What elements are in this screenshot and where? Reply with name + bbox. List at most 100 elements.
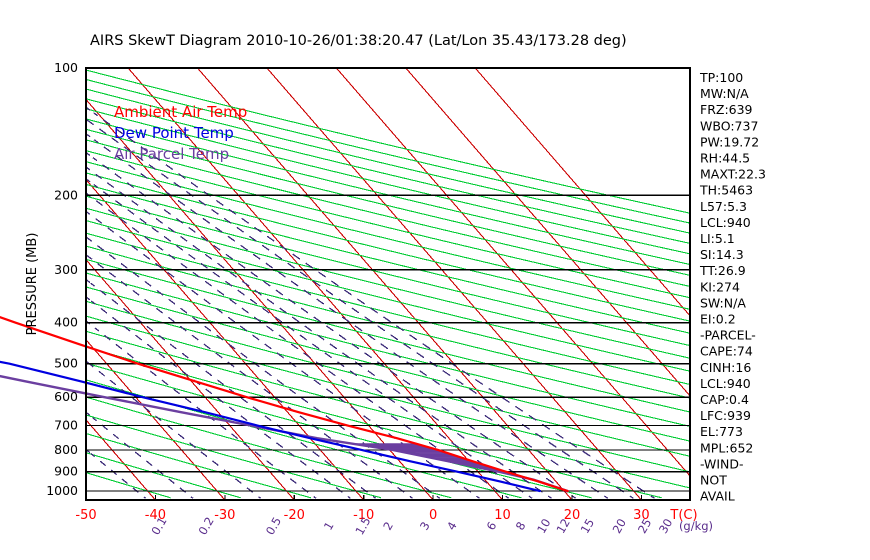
dry-adiabat-line [401,219,428,227]
mixing-ratio-line [134,399,147,410]
dry-adiabat-line [189,105,215,113]
dry-adiabat-line [127,257,152,265]
dry-adiabat-line [658,257,688,265]
dry-adiabat-line [519,225,548,233]
index-readout-20: CAP:0.4 [700,392,749,407]
mixing-ratio-line [90,282,103,293]
dry-adiabat-line [346,301,372,309]
dry-adiabat-line [678,250,691,255]
mixing-ratio-line [331,309,346,320]
dry-adiabat-line [422,282,450,290]
mixing-ratio-line [158,246,172,257]
dry-adiabat-line [194,377,219,385]
mixing-ratio-line [219,399,232,410]
dry-adiabat-line [247,276,273,284]
mixing-ratio-line [453,479,468,490]
dry-adiabat-line [85,258,103,265]
dry-adiabat-line [407,231,435,240]
dry-adiabat-line [507,244,536,252]
dry-adiabat-line [170,206,196,214]
mixing-ratio-line [230,345,244,356]
mixing-ratio-line [315,282,330,293]
dry-adiabat-line [432,440,458,448]
dry-adiabat-line [93,288,117,297]
dry-adiabat-line [239,118,266,126]
mixing-ratio-line [256,452,270,463]
dry-adiabat-line [532,187,561,195]
mixing-ratio-line [215,246,230,257]
dry-adiabat-line [139,301,163,309]
mixing-ratio-line [121,237,135,248]
isotherm-line [127,67,503,501]
dry-adiabat-line [499,339,527,347]
dry-adiabat-line [313,155,341,164]
dry-adiabat-line [448,288,476,297]
dry-adiabat-line [628,294,657,303]
mixing-ratio-line [255,255,270,266]
mixing-ratio-line [465,372,480,383]
mixing-ratio-line [256,318,270,329]
mixing-ratio-line [154,228,168,239]
dry-adiabat-line [560,440,587,448]
mixing-ratio-line [414,479,428,490]
dry-adiabat-line [456,200,484,208]
mixing-ratio-line [290,452,303,463]
dry-adiabat-line [136,377,160,385]
mixing-ratio-line [118,130,132,141]
mixing-ratio-line [237,479,250,490]
isotherm-line [405,67,691,397]
mixing-ratio-line [306,291,320,302]
dry-adiabat-line [132,130,158,139]
mixing-ratio-line [158,291,172,302]
mixing-ratio-line [367,354,381,365]
dry-adiabat-line [223,244,249,252]
mixing-ratio-axis-label: (g/kg) [679,519,713,533]
mixing-ratio-line [122,219,136,230]
dry-adiabat-line [173,219,199,227]
dry-adiabat-line [85,195,103,202]
dry-adiabat-line [239,440,263,448]
dry-adiabat-line [357,490,382,499]
mixing-ratio-line [265,282,280,293]
mixing-ratio-line [498,408,513,419]
dry-adiabat-line [102,92,127,101]
mixing-ratio-line [435,381,450,392]
dry-adiabat-line [287,370,312,379]
dry-adiabat-line [108,124,133,132]
dry-adiabat-line [246,238,272,246]
dry-adiabat-line [407,434,433,442]
dry-adiabat-line [367,200,395,208]
dry-adiabat-line [162,307,186,316]
index-readout-4: PW:19.72 [700,134,759,149]
mixing-ratio-line [170,228,184,239]
dry-adiabat-line [147,332,171,341]
dry-adiabat-line [288,149,315,158]
dry-adiabat-line [171,282,196,290]
dry-adiabat-line [287,490,312,499]
mixing-ratio-line [567,470,582,481]
mixing-ratio-line [328,390,342,401]
dry-adiabat-line [272,155,299,164]
dry-adiabat-line [361,231,388,240]
dry-adiabat-line [600,212,630,221]
mixing-ratio-line [172,345,185,356]
dry-adiabat-line [252,111,280,120]
dry-adiabat-line [266,307,292,316]
mixing-ratio-line [314,470,327,481]
dry-adiabat-line [651,478,679,486]
mixing-ratio-line [269,300,283,311]
dry-adiabat-line [480,238,509,246]
mixing-ratio-line [202,452,215,463]
mixing-ratio-line [193,336,207,347]
mixing-ratio-line [474,408,489,419]
dry-adiabat-line [311,408,336,417]
dry-adiabat-line [420,212,448,221]
mixing-ratio-line [94,327,107,338]
dry-adiabat-line [99,187,124,195]
mixing-ratio-line [191,443,204,454]
dry-adiabat-line [90,162,115,170]
index-readout-24: -WIND- [700,456,744,471]
dry-adiabat-line [450,168,478,176]
dry-adiabat-line [273,415,297,423]
legend-item-1: Dew Point Temp [114,124,234,142]
